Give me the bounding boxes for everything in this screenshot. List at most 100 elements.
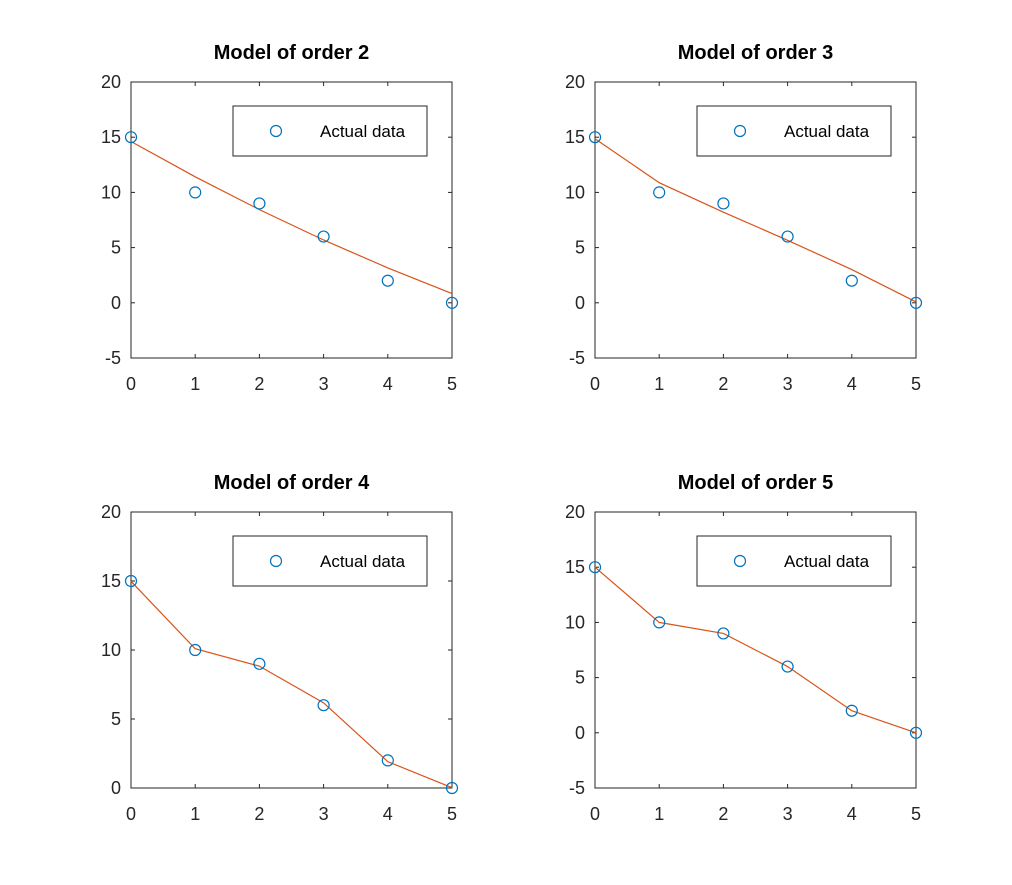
data-point bbox=[781, 230, 794, 243]
x-tick-label: 1 bbox=[654, 804, 664, 824]
data-point bbox=[381, 274, 394, 287]
data-point bbox=[845, 704, 858, 717]
y-tick-label: 5 bbox=[111, 238, 121, 258]
legend: Actual data bbox=[696, 105, 892, 157]
data-point bbox=[717, 197, 730, 210]
y-tick-label: 0 bbox=[111, 293, 121, 313]
data-point bbox=[445, 781, 459, 795]
x-tick-label: 4 bbox=[847, 804, 857, 824]
legend: Actual data bbox=[232, 535, 428, 587]
data-point bbox=[124, 131, 138, 144]
y-tick-label: -5 bbox=[105, 348, 121, 368]
chart-title: Model of order 4 bbox=[214, 472, 370, 494]
x-tick-label: 2 bbox=[254, 804, 264, 824]
y-tick-label: 0 bbox=[575, 723, 585, 743]
x-tick-label: 5 bbox=[447, 374, 457, 394]
x-tick-label: 0 bbox=[590, 804, 600, 824]
x-tick-label: 4 bbox=[383, 374, 393, 394]
chart-title: Model of order 3 bbox=[678, 42, 834, 64]
data-point bbox=[317, 699, 330, 712]
data-point bbox=[189, 186, 202, 199]
x-tick-label: 5 bbox=[447, 804, 457, 824]
y-tick-label: 20 bbox=[101, 72, 121, 92]
legend-box bbox=[696, 535, 892, 587]
fit-line bbox=[130, 140, 453, 295]
subplot-3: Model of order 4 0 1 2 3 4 5 0 5 10 15 20 Actual dat… bbox=[101, 472, 459, 824]
x-tick-label: 2 bbox=[254, 374, 264, 394]
legend: Actual data bbox=[696, 535, 892, 587]
y-tick-label: 5 bbox=[575, 668, 585, 688]
data-point bbox=[845, 274, 858, 287]
x-tick-label: 0 bbox=[126, 804, 136, 824]
data-point bbox=[317, 230, 330, 243]
data-point bbox=[781, 660, 794, 673]
y-tick-label: 5 bbox=[575, 238, 585, 258]
legend-box bbox=[696, 105, 892, 157]
legend-box bbox=[232, 535, 428, 587]
y-tick-label: 5 bbox=[111, 709, 121, 729]
data-point bbox=[124, 574, 138, 588]
y-tick-label: 20 bbox=[101, 502, 121, 522]
y-tick-label: -5 bbox=[569, 778, 585, 798]
fit-line bbox=[594, 138, 917, 303]
x-tick-label: 1 bbox=[190, 374, 200, 394]
data-point bbox=[253, 657, 266, 670]
x-tick-label: 1 bbox=[190, 804, 200, 824]
legend-label: Actual data bbox=[320, 122, 406, 141]
y-tick-label: 20 bbox=[565, 502, 585, 522]
y-tick-label: 10 bbox=[565, 182, 585, 202]
chart-title: Model of order 5 bbox=[678, 472, 834, 494]
fit-line bbox=[594, 566, 917, 734]
y-tick-label: -5 bbox=[569, 348, 585, 368]
legend-label: Actual data bbox=[320, 552, 406, 571]
y-tick-label: 10 bbox=[101, 640, 121, 660]
y-tick-label: 0 bbox=[111, 778, 121, 798]
legend-label: Actual data bbox=[784, 552, 870, 571]
x-tick-label: 3 bbox=[319, 804, 329, 824]
data-point bbox=[381, 754, 394, 767]
x-tick-label: 1 bbox=[654, 374, 664, 394]
x-tick-label: 0 bbox=[590, 374, 600, 394]
legend-label: Actual data bbox=[784, 122, 870, 141]
data-point bbox=[909, 726, 923, 739]
x-tick-label: 2 bbox=[718, 804, 728, 824]
data-point bbox=[445, 296, 459, 309]
data-point bbox=[588, 131, 602, 144]
data-point bbox=[253, 197, 266, 210]
x-tick-label: 4 bbox=[847, 374, 857, 394]
x-tick-label: 2 bbox=[718, 374, 728, 394]
data-point bbox=[189, 643, 202, 657]
data-point bbox=[653, 186, 666, 199]
y-tick-label: 15 bbox=[101, 571, 121, 591]
legend-marker bbox=[733, 554, 747, 568]
x-tick-label: 3 bbox=[783, 804, 793, 824]
x-tick-label: 5 bbox=[911, 804, 921, 824]
legend-marker bbox=[269, 124, 283, 138]
x-tick-label: 4 bbox=[383, 804, 393, 824]
legend-marker bbox=[733, 124, 747, 138]
data-point bbox=[717, 627, 730, 640]
legend-box bbox=[232, 105, 428, 157]
x-tick-label: 3 bbox=[783, 374, 793, 394]
x-tick-label: 5 bbox=[911, 374, 921, 394]
data-point bbox=[588, 561, 602, 574]
x-tick-label: 0 bbox=[126, 374, 136, 394]
y-tick-label: 20 bbox=[565, 72, 585, 92]
data-point bbox=[653, 616, 666, 629]
legend-marker bbox=[269, 554, 283, 568]
y-tick-label: 0 bbox=[575, 293, 585, 313]
y-tick-label: 10 bbox=[101, 182, 121, 202]
x-tick-label: 3 bbox=[319, 374, 329, 394]
y-tick-label: 10 bbox=[565, 612, 585, 632]
fit-line bbox=[130, 580, 453, 789]
data-point bbox=[909, 296, 923, 309]
y-tick-label: 15 bbox=[565, 557, 585, 577]
y-tick-label: 15 bbox=[565, 127, 585, 147]
y-tick-label: 15 bbox=[101, 127, 121, 147]
chart-title: Model of order 2 bbox=[214, 42, 370, 64]
legend: Actual data bbox=[232, 105, 428, 157]
